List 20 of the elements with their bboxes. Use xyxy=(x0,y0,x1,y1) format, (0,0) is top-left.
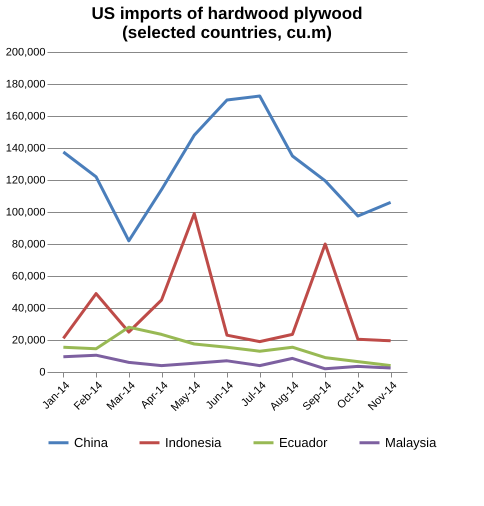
y-tick-label: 160,000 xyxy=(6,110,46,122)
y-tick-label: 180,000 xyxy=(6,78,46,90)
y-tick-label: 140,000 xyxy=(6,142,46,154)
y-tick-label: 20,000 xyxy=(12,334,46,346)
legend-label: Malaysia xyxy=(385,434,438,450)
legend-label: Ecuador xyxy=(279,434,328,450)
y-tick-label: 60,000 xyxy=(12,270,46,282)
y-tick-label: 120,000 xyxy=(6,174,46,186)
line-series xyxy=(62,326,392,368)
y-tick-label: 40,000 xyxy=(12,302,46,314)
chart-title: US imports of hardwood plywood (selected countries, cu.m) xyxy=(91,4,363,42)
legend-label: Indonesia xyxy=(165,434,222,450)
line-series xyxy=(62,354,392,370)
line-series xyxy=(62,94,392,242)
legend-label: China xyxy=(74,434,109,450)
y-tick-label: 100,000 xyxy=(6,206,46,218)
y-tick-label: 80,000 xyxy=(12,238,46,250)
line-series xyxy=(62,212,392,344)
y-tick-label: 200,000 xyxy=(6,46,46,58)
y-tick-label: 0 xyxy=(39,366,46,378)
